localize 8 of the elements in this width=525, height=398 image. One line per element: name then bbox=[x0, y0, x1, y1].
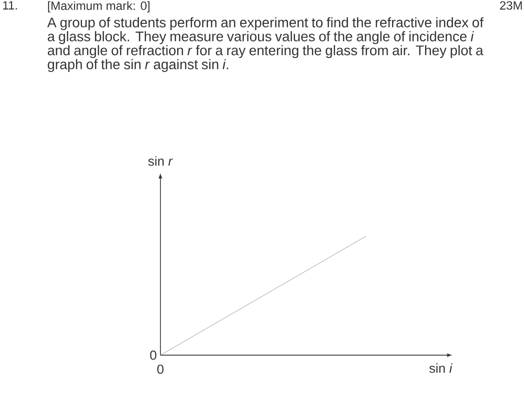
text: 23M bbox=[500, 1, 522, 10]
text: 0 bbox=[157, 364, 164, 374]
text: [Maximum mark: 0] bbox=[48, 1, 150, 12]
text: 11. bbox=[3, 1, 17, 10]
text: sin r bbox=[148, 156, 173, 166]
chart-title: A group of students perform an experiment to find the refractive index of a glass block. They measure various values of the angle of incidence i and angle of refraction rfor a ray entering the glass from air. They plot a graph of the sin r against sin i. bbox=[47, 17, 484, 72]
text: 0 bbox=[150, 350, 156, 360]
x-axis-title: sin i bbox=[429, 363, 452, 373]
